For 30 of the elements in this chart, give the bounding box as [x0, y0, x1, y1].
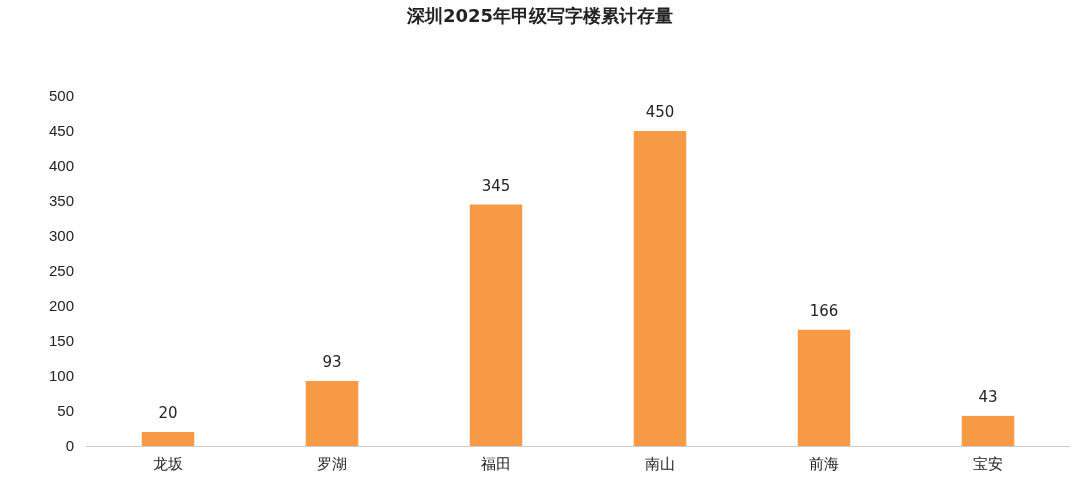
- bar: [141, 432, 195, 446]
- y-tick-label: 350: [48, 192, 74, 210]
- y-tick-label: 0: [65, 437, 74, 455]
- bar: [961, 415, 1015, 446]
- data-label: 20: [158, 404, 178, 422]
- y-tick-label: 500: [48, 87, 74, 105]
- x-tick-label: 龙坂: [153, 454, 183, 472]
- bar: [797, 329, 851, 446]
- x-tick-label: 罗湖: [317, 454, 347, 472]
- data-label: 450: [645, 103, 675, 121]
- y-tick-label: 450: [48, 122, 74, 140]
- data-label: 345: [481, 176, 511, 195]
- y-tick-label: 50: [57, 402, 74, 420]
- x-tick-label: 福田: [481, 454, 511, 472]
- y-tick-label: 300: [48, 227, 74, 245]
- data-label: 93: [322, 352, 342, 371]
- x-tick-label: 前海: [809, 454, 839, 472]
- y-tick-label: 100: [48, 367, 74, 385]
- bar: [469, 204, 523, 446]
- data-label: 166: [809, 301, 839, 320]
- x-tick-label: 南山: [645, 454, 675, 472]
- bar: [305, 380, 359, 446]
- data-label: 43: [978, 387, 998, 406]
- y-tick-label: 150: [48, 332, 74, 350]
- y-tick-label: 200: [48, 297, 74, 315]
- y-tick-label: 400: [48, 157, 74, 175]
- chart-title: 深圳2025年甲级写字楼累计存量: [405, 5, 674, 26]
- y-tick-label: 250: [48, 262, 74, 280]
- bar: [633, 131, 687, 446]
- x-tick-label: 宝安: [973, 454, 1003, 472]
